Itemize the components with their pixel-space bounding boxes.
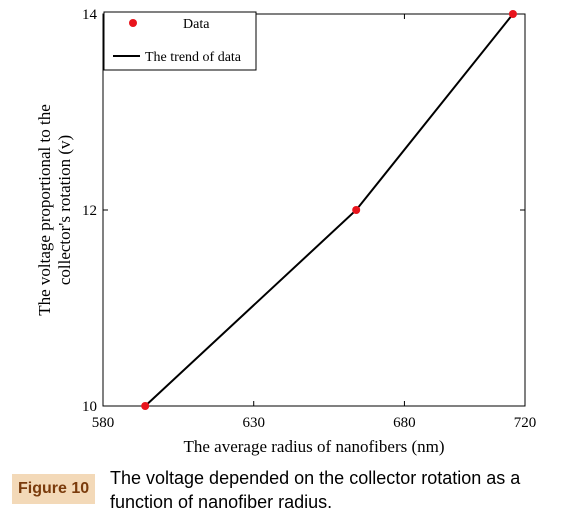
legend-label-trend: The trend of data xyxy=(145,50,242,65)
y-tick-label: 10 xyxy=(82,399,97,415)
y-axis-label-line2: collector's rotation (v) xyxy=(55,135,74,285)
y-tick-label: 12 xyxy=(82,203,97,219)
figure-number-badge: Figure 10 xyxy=(12,474,96,504)
data-point xyxy=(352,206,361,214)
y-axis-label: The voltage proportional to the collecto… xyxy=(35,104,74,316)
chart: 580 630 680 720 10 12 14 Data The trend of dat… xyxy=(35,7,537,456)
figure-caption: Figure 10 The voltage depended on the co… xyxy=(12,466,572,516)
trend-line xyxy=(144,13,514,407)
y-tick-label: 14 xyxy=(82,7,98,23)
x-tick-label: 630 xyxy=(242,415,265,431)
x-tick-label: 720 xyxy=(514,415,537,431)
y-axis-label-line1: The voltage proportional to the xyxy=(35,104,54,316)
legend: Data The trend of data xyxy=(103,11,257,71)
legend-label-data: Data xyxy=(183,17,210,32)
x-tick-label: 580 xyxy=(92,415,115,431)
data-point xyxy=(508,10,517,18)
x-tick-label: 680 xyxy=(393,415,416,431)
data-point xyxy=(141,402,150,410)
trend-line-series xyxy=(144,13,514,407)
data-points-series xyxy=(141,10,517,410)
x-axis-label: The average radius of nanofibers (nm) xyxy=(183,437,444,456)
legend-marker-data xyxy=(129,19,137,27)
figure-caption-text: The voltage depended on the collector ro… xyxy=(110,468,521,512)
plot-frame xyxy=(102,13,526,407)
